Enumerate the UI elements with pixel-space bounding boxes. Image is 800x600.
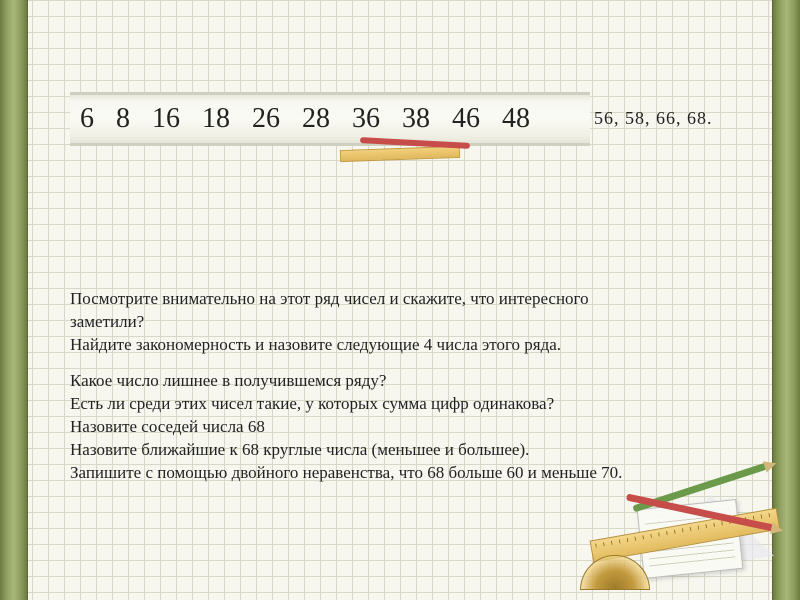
- text-line: Есть ли среди этих чисел такие, у которы…: [70, 393, 750, 416]
- number-strip: 6 8 16 18 26 28 36 38 46 48: [70, 92, 590, 146]
- strip-number: 16: [152, 103, 180, 135]
- text-line: Назовите соседей числа 68: [70, 416, 750, 439]
- decorative-border-left: [0, 0, 28, 600]
- text-line: Найдите закономерность и назовите следую…: [70, 334, 750, 357]
- strip-number: 36: [352, 103, 380, 135]
- text-line: Посмотрите внимательно на этот ряд чисел…: [70, 288, 750, 311]
- strip-number: 38: [402, 103, 430, 135]
- strip-decoration: [340, 140, 480, 162]
- strip-number: 48: [502, 103, 530, 135]
- strip-number: 6: [80, 103, 94, 135]
- ruler-icon: [340, 146, 460, 162]
- text-line: заметили?: [70, 311, 750, 334]
- protractor-icon: [580, 555, 650, 590]
- strip-number: 18: [202, 103, 230, 135]
- strip-number: 8: [116, 103, 130, 135]
- strip-number: 26: [252, 103, 280, 135]
- text-line: Какое число лишнее в получившемся ряду?: [70, 370, 750, 393]
- strip-number: 28: [302, 103, 330, 135]
- paragraph-1: Посмотрите внимательно на этот ряд чисел…: [70, 288, 750, 357]
- extra-numbers-text: 56, 58, 66, 68.: [594, 108, 713, 129]
- text-line: Назовите ближайшие к 68 круглые числа (м…: [70, 439, 750, 462]
- corner-decoration: [570, 464, 770, 594]
- strip-number: 46: [452, 103, 480, 135]
